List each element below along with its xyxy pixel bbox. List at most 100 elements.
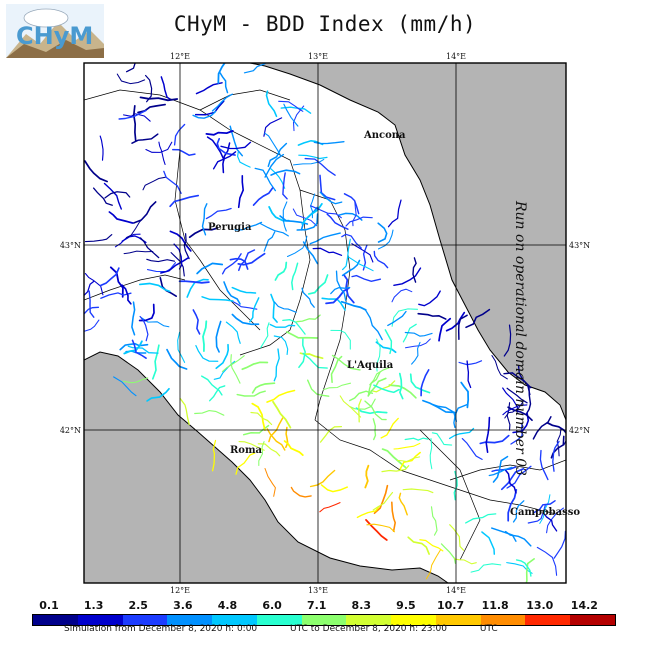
river-segment <box>84 280 95 297</box>
river-segment <box>348 256 374 272</box>
river-segment <box>241 361 269 371</box>
river-segment <box>296 213 319 231</box>
river-segment <box>438 317 452 342</box>
river-segment <box>340 300 367 311</box>
river-segment <box>542 512 558 532</box>
river-segment <box>223 281 241 305</box>
river-segment <box>309 232 341 245</box>
colorbar-segment <box>301 615 347 625</box>
river-segment <box>146 387 170 402</box>
river-segment <box>266 389 296 403</box>
lon-label-12-bottom: 12°E <box>170 586 190 595</box>
river-segment <box>339 395 362 418</box>
chym-logo: CHyM <box>6 4 104 58</box>
river-segment <box>219 72 229 94</box>
city-label-ancona: Ancona <box>363 130 406 141</box>
river-segment <box>131 133 159 144</box>
river-segment <box>458 360 483 366</box>
river-segment <box>310 205 342 219</box>
river-segment <box>172 148 196 156</box>
river-segment <box>358 398 362 423</box>
river-segment <box>388 384 417 399</box>
river-segment <box>470 563 502 573</box>
river-segment <box>384 329 393 355</box>
river-segment <box>351 274 382 282</box>
river-segment <box>506 562 533 574</box>
river-segment <box>264 153 285 178</box>
river-segment <box>215 343 230 370</box>
river-segment <box>375 341 397 354</box>
river-segment <box>532 500 556 514</box>
colorbar-value: 3.6 <box>173 599 193 612</box>
river-segment <box>393 267 422 286</box>
river-segment <box>127 345 159 354</box>
river-segment <box>532 416 552 440</box>
lat-label-43-left: 43°N <box>60 241 81 250</box>
river-segment <box>369 366 392 386</box>
river-segment <box>399 451 421 470</box>
colorbar-segment <box>480 615 526 625</box>
river-segment <box>266 428 286 451</box>
colorbar-segment <box>212 615 257 625</box>
river-segment <box>325 287 350 305</box>
domain-run-label: Run on operational domain number 03 <box>512 201 528 476</box>
colorbar-value: 13.0 <box>526 599 554 612</box>
river-segment <box>195 82 223 95</box>
river-segment <box>237 175 245 209</box>
river-segment <box>235 452 256 475</box>
river-segment <box>125 63 136 73</box>
river-segment <box>109 266 124 298</box>
river-segment <box>84 272 104 296</box>
river-segment <box>556 428 562 457</box>
river-segment <box>372 491 394 511</box>
river-segment <box>234 221 263 231</box>
river-segment <box>274 261 288 281</box>
river-segment <box>270 169 301 176</box>
colorbar-value: 0.1 <box>39 599 59 612</box>
city-label-campobasso: Campobasso <box>510 507 580 518</box>
river-segment <box>492 455 509 483</box>
river-segment <box>445 311 466 332</box>
river-segment <box>536 546 558 576</box>
river-segment <box>372 418 377 441</box>
river-segment <box>263 117 283 137</box>
river-segment <box>377 222 388 243</box>
river-segment <box>139 237 160 259</box>
river-segment <box>283 103 299 127</box>
river-segment <box>113 376 137 397</box>
river-segment <box>409 373 431 394</box>
river-segment <box>461 438 483 460</box>
river-segment <box>419 539 444 552</box>
river-segment <box>411 341 421 365</box>
river-segment <box>243 63 268 74</box>
river-segment <box>453 558 477 565</box>
river-segment <box>322 382 352 391</box>
river-segment <box>298 154 328 160</box>
river-segment <box>304 157 336 176</box>
river-segment <box>173 243 183 270</box>
river-segment <box>404 331 433 337</box>
colorbar-value: 1.3 <box>83 599 104 612</box>
river-segment <box>221 355 245 373</box>
river-segment <box>418 290 441 307</box>
river-segment <box>373 484 389 515</box>
river-segment <box>231 313 260 326</box>
river-segment <box>431 432 453 446</box>
river-segment <box>365 310 383 341</box>
river-segment <box>100 292 132 299</box>
river-segment <box>221 253 242 275</box>
river-segment <box>132 104 137 142</box>
river-segment <box>465 513 497 524</box>
river-segment <box>146 258 176 263</box>
river-segment <box>465 308 491 329</box>
river-segment <box>116 73 146 85</box>
river-segment <box>270 293 278 323</box>
lon-label-14-top: 14°E <box>446 52 466 61</box>
river-segment <box>205 207 232 220</box>
river-segment <box>131 339 147 359</box>
simulation-footer: Simulation from December 8, 2020 h: 0:00… <box>64 624 498 634</box>
colorbar-value: 4.8 <box>217 599 238 612</box>
river-segment <box>507 489 518 522</box>
river-segment <box>179 397 190 426</box>
river-segment <box>201 203 208 236</box>
